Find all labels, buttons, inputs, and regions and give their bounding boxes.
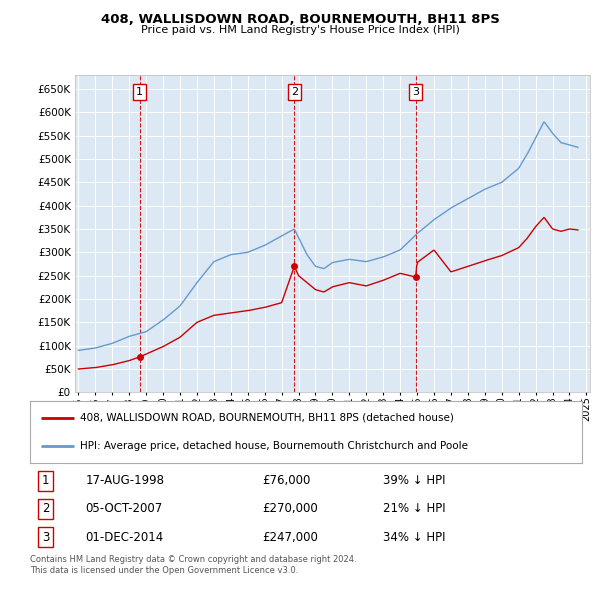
Text: £76,000: £76,000: [262, 474, 310, 487]
Text: 17-AUG-1998: 17-AUG-1998: [85, 474, 164, 487]
Text: 39% ↓ HPI: 39% ↓ HPI: [383, 474, 446, 487]
Point: [135, 352, 145, 362]
Text: 408, WALLISDOWN ROAD, BOURNEMOUTH, BH11 8PS: 408, WALLISDOWN ROAD, BOURNEMOUTH, BH11 …: [101, 13, 499, 26]
Text: 2: 2: [291, 87, 298, 97]
Text: 01-DEC-2014: 01-DEC-2014: [85, 530, 163, 543]
Point: [290, 261, 299, 271]
Text: 21% ↓ HPI: 21% ↓ HPI: [383, 502, 446, 516]
Text: 2: 2: [42, 502, 49, 516]
Text: 3: 3: [412, 87, 419, 97]
Text: This data is licensed under the Open Government Licence v3.0.: This data is licensed under the Open Gov…: [30, 566, 298, 575]
Text: 408, WALLISDOWN ROAD, BOURNEMOUTH, BH11 8PS (detached house): 408, WALLISDOWN ROAD, BOURNEMOUTH, BH11 …: [80, 413, 454, 423]
Text: 1: 1: [42, 474, 49, 487]
Text: 1: 1: [136, 87, 143, 97]
Text: Contains HM Land Registry data © Crown copyright and database right 2024.: Contains HM Land Registry data © Crown c…: [30, 555, 356, 563]
Text: 05-OCT-2007: 05-OCT-2007: [85, 502, 163, 516]
Text: £270,000: £270,000: [262, 502, 317, 516]
Text: £247,000: £247,000: [262, 530, 318, 543]
Text: Price paid vs. HM Land Registry's House Price Index (HPI): Price paid vs. HM Land Registry's House …: [140, 25, 460, 35]
Text: 34% ↓ HPI: 34% ↓ HPI: [383, 530, 446, 543]
Text: HPI: Average price, detached house, Bournemouth Christchurch and Poole: HPI: Average price, detached house, Bour…: [80, 441, 467, 451]
Point: [411, 273, 421, 282]
Text: 3: 3: [42, 530, 49, 543]
